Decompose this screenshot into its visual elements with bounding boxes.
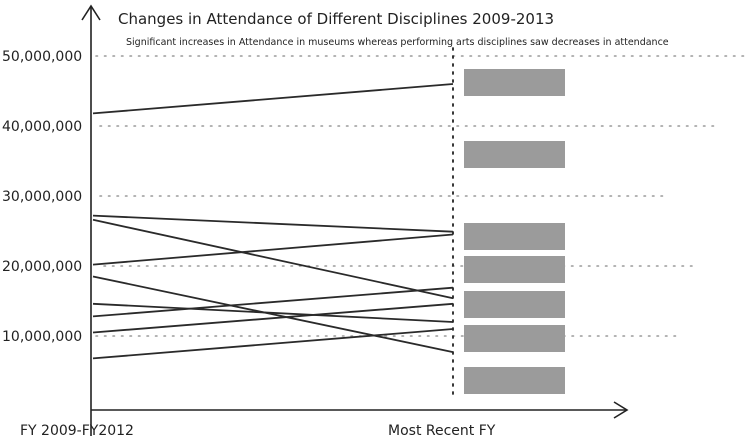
- series-line-3: [92, 233, 454, 266]
- x-axis: [91, 401, 629, 419]
- legend-boxes: [464, 69, 565, 394]
- series-line-7: [92, 302, 454, 334]
- legend-box: [464, 291, 565, 318]
- legend-box: [464, 141, 565, 168]
- y-axis: [81, 4, 101, 436]
- x-tick-label-1: Most Recent FY: [388, 423, 496, 439]
- series-line-6: [92, 286, 454, 318]
- series-line-5: [92, 302, 454, 323]
- chart-title: Changes in Attendance of Different Disci…: [118, 10, 554, 28]
- y-tick-label: 20,000,000: [2, 259, 82, 275]
- y-tick-label: 10,000,000: [2, 329, 82, 345]
- y-tick-label: 30,000,000: [2, 189, 82, 205]
- y-axis-ticks: 10,000,000 20,000,000 30,000,000 40,000,000…: [2, 49, 82, 345]
- grid-lines: [95, 55, 745, 337]
- legend-box: [464, 223, 565, 250]
- series-line-8: [92, 328, 454, 360]
- legend-box: [464, 69, 565, 96]
- series-line-4: [92, 275, 454, 353]
- x-tick-label-0: FY 2009-FY2012: [20, 423, 134, 439]
- y-tick-label: 40,000,000: [2, 119, 82, 135]
- series-line-1: [92, 214, 454, 233]
- series-line-2: [92, 218, 454, 300]
- legend-box: [464, 256, 565, 283]
- y-tick-label: 50,000,000: [2, 49, 82, 65]
- chart-subtitle: Significant increases in Attendance in m…: [126, 37, 669, 48]
- legend-box: [464, 325, 565, 352]
- legend-box: [464, 367, 565, 394]
- series-lines: [92, 83, 454, 360]
- series-line-0: [92, 83, 454, 115]
